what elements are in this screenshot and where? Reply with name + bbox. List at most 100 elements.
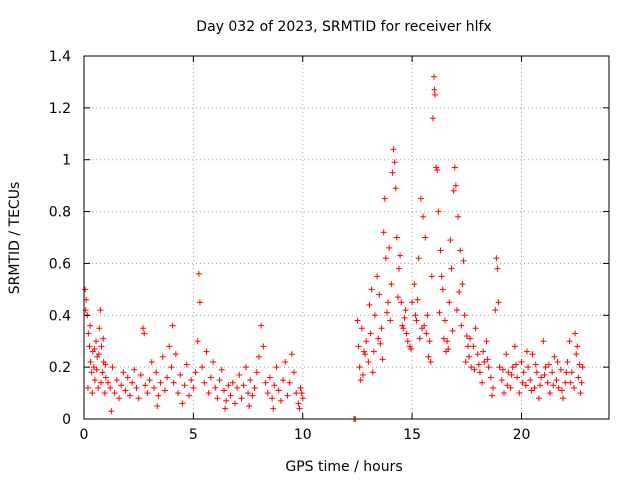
data-point: [222, 405, 229, 412]
data-point: [207, 374, 214, 381]
data-point: [356, 364, 363, 371]
data-point: [537, 382, 544, 389]
data-point: [284, 392, 291, 399]
data-point: [423, 330, 430, 337]
data-point: [493, 255, 500, 262]
data-point: [249, 392, 256, 399]
data-point: [96, 325, 103, 332]
data-point: [153, 369, 160, 376]
data-point: [560, 395, 567, 402]
data-point: [567, 379, 574, 386]
data-point: [494, 265, 501, 272]
data-point: [363, 338, 370, 345]
data-point: [523, 348, 530, 355]
data-point: [406, 343, 413, 350]
data-point: [434, 167, 441, 174]
data-point: [400, 325, 407, 332]
data-point: [398, 299, 405, 306]
data-point: [383, 309, 390, 316]
data-point: [424, 312, 431, 319]
data-point: [129, 379, 136, 386]
data-point: [369, 369, 376, 376]
data-point: [393, 234, 400, 241]
data-point: [381, 195, 388, 202]
data-point: [269, 395, 276, 402]
data-point: [86, 343, 93, 350]
data-point: [368, 286, 375, 293]
data-point: [177, 371, 184, 378]
data-point: [280, 377, 287, 384]
data-point: [520, 369, 527, 376]
data-point: [282, 358, 289, 365]
data-point: [453, 307, 460, 314]
data-point: [295, 400, 302, 407]
data-point: [210, 358, 217, 365]
data-point: [428, 273, 435, 280]
data-point: [513, 361, 520, 368]
data-point: [188, 377, 195, 384]
y-tick-label: 0.6: [49, 256, 71, 272]
data-point: [93, 366, 100, 373]
data-point: [467, 335, 474, 342]
data-point: [422, 234, 429, 241]
data-point: [146, 377, 153, 384]
x-tick-label: 15: [403, 427, 421, 443]
data-point: [359, 371, 366, 378]
data-point: [391, 159, 398, 166]
data-point: [161, 387, 168, 394]
data-point: [256, 353, 262, 360]
data-point: [554, 358, 561, 365]
chart-title: Day 032 of 2023, SRMTID for receiver hlf…: [196, 19, 491, 35]
data-point: [542, 364, 549, 371]
x-tick-label: 0: [80, 427, 89, 443]
data-point: [431, 86, 438, 93]
data-point: [190, 384, 197, 391]
x-tick-label: 5: [189, 427, 198, 443]
data-point: [459, 281, 466, 288]
data-point: [481, 358, 488, 365]
data-point: [205, 390, 212, 397]
x-tick-label: 20: [513, 427, 531, 443]
data-point: [164, 374, 171, 381]
data-point: [379, 356, 386, 363]
data-point: [246, 403, 253, 410]
data-point: [225, 382, 232, 389]
data-point: [518, 358, 525, 365]
data-point: [100, 335, 107, 342]
data-point: [370, 348, 377, 355]
data-point: [288, 351, 295, 358]
data-point: [529, 351, 536, 358]
data-point: [551, 353, 558, 360]
data-point: [425, 353, 432, 360]
data-point: [564, 358, 571, 365]
data-point: [148, 358, 155, 365]
data-point: [98, 343, 105, 350]
data-point: [376, 291, 383, 298]
data-point: [88, 369, 95, 376]
x-tick-label: 10: [294, 427, 312, 443]
data-point: [366, 301, 373, 308]
data-point: [140, 325, 147, 332]
data-point: [451, 164, 458, 171]
data-point: [503, 351, 510, 358]
data-point: [418, 325, 425, 332]
data-point: [142, 382, 149, 389]
data-point: [374, 273, 381, 280]
data-point: [299, 395, 306, 402]
data-point: [527, 377, 534, 384]
data-point: [109, 364, 116, 371]
data-point: [170, 379, 177, 386]
data-point: [557, 366, 564, 373]
data-point: [367, 330, 374, 337]
data-point: [460, 257, 467, 264]
data-point: [525, 364, 532, 371]
data-point: [275, 387, 282, 394]
data-point: [403, 330, 410, 337]
data-point: [118, 382, 125, 389]
data-point: [499, 366, 506, 373]
data-point: [166, 343, 173, 350]
data-point: [203, 348, 210, 355]
data-point: [435, 208, 442, 215]
data-point: [229, 379, 236, 386]
data-point: [375, 335, 382, 342]
